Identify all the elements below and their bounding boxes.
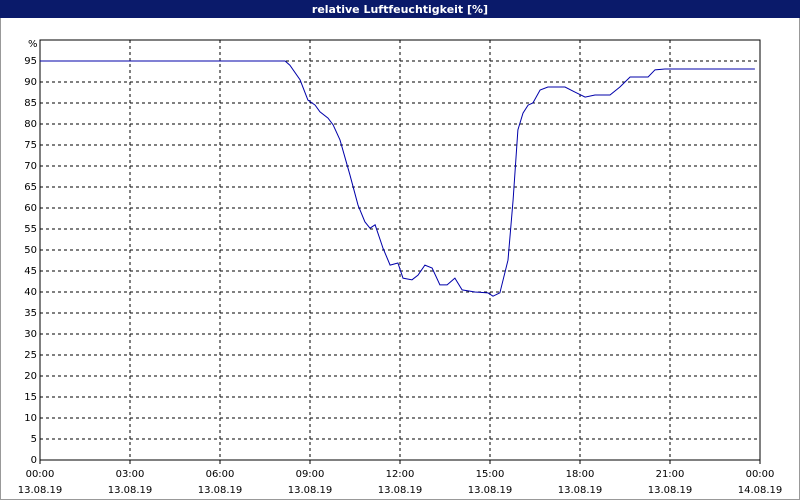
data-line [40, 60, 755, 297]
y-tick-label: 40 [24, 287, 37, 298]
y-tick-label: 55 [24, 224, 37, 235]
x-tick-date: 13.08.19 [648, 485, 693, 496]
y-tick-label: 80 [24, 119, 37, 130]
y-tick-label: 70 [24, 161, 37, 172]
y-tick-label: 30 [24, 329, 37, 340]
chart-title: relative Luftfeuchtigkeit [%] [312, 3, 488, 16]
y-tick-label: 65 [24, 182, 37, 193]
x-tick-date: 13.08.19 [378, 485, 423, 496]
x-tick-date: 13.08.19 [288, 485, 333, 496]
y-tick-label: 50 [24, 245, 37, 256]
x-tick-date: 13.08.19 [198, 485, 243, 496]
y-tick-label: 20 [24, 371, 37, 382]
y-tick-label: 90 [24, 77, 37, 88]
x-tick-label: 21:00 [656, 469, 685, 480]
x-tick-label: 00:00 [26, 469, 55, 480]
x-tick-date: 13.08.19 [468, 485, 513, 496]
y-tick-label: 35 [24, 308, 37, 319]
y-tick-label: 5 [31, 434, 37, 445]
y-tick-label: 95 [24, 56, 37, 67]
x-tick-date: 13.08.19 [108, 485, 153, 496]
x-tick-label: 00:00 [746, 469, 775, 480]
x-tick-label: 15:00 [476, 469, 505, 480]
y-tick-label: 10 [24, 413, 37, 424]
title-bar [0, 0, 800, 18]
y-tick-label: 25 [24, 350, 37, 361]
x-tick-label: 03:00 [116, 469, 145, 480]
x-tick-date: 13.08.19 [558, 485, 603, 496]
x-tick-label: 09:00 [296, 469, 325, 480]
y-tick-label: 15 [24, 392, 37, 403]
y-unit-label: % [28, 39, 38, 50]
x-tick-date: 13.08.19 [18, 485, 63, 496]
y-tick-label: 45 [24, 266, 37, 277]
x-tick-label: 12:00 [386, 469, 415, 480]
plot-frame [39, 39, 761, 461]
x-tick-label: 18:00 [566, 469, 595, 480]
y-tick-label: 0 [31, 455, 37, 466]
x-tick-label: 06:00 [206, 469, 235, 480]
x-tick-date: 14.08.19 [738, 485, 783, 496]
y-tick-label: 75 [24, 140, 37, 151]
y-tick-label: 60 [24, 203, 37, 214]
y-tick-label: 85 [24, 98, 37, 109]
